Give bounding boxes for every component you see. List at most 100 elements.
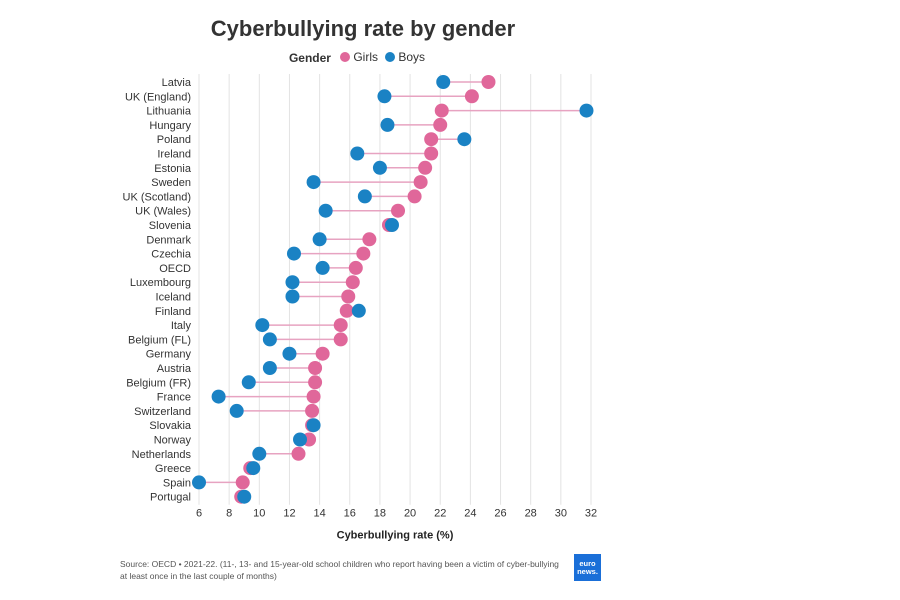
legend-item-girls[interactable]: Girls [340,50,378,64]
x-tick-label: 18 [374,508,386,520]
x-tick-label: 14 [313,508,325,520]
y-tick-label: Portugal [150,492,191,504]
y-tick-label: Ireland [157,149,191,161]
x-tick-label: 32 [585,508,597,520]
y-tick-label: UK (England) [125,91,191,103]
girls-point [348,260,363,275]
legend-title: Gender [288,51,331,65]
boys-point [384,218,399,232]
y-tick-label: UK (Scotland) [123,191,191,203]
x-tick-label: 6 [196,508,202,520]
euronews-logo: euro news. [574,554,601,581]
boys-point [241,375,256,390]
boys-point [380,117,395,132]
boys-point [237,489,252,504]
x-tick-label: 28 [525,508,537,520]
y-tick-label: Netherlands [132,449,192,461]
girls-point [333,318,348,333]
boys-point [285,289,300,304]
x-tick-label: 30 [555,508,567,520]
y-tick-label: Germany [146,349,192,361]
x-tick-label: 10 [253,508,265,520]
legend-boys-label: Boys [398,50,426,64]
y-tick-label: Greece [155,463,191,475]
girls-point [418,160,433,175]
girls-point [464,89,479,104]
legend-girls-marker [340,52,351,62]
girls-point [333,332,348,347]
y-tick-label: Denmark [146,234,191,246]
y-tick-label: Latvia [162,77,192,89]
boys-point [457,132,472,147]
boys-point [252,446,267,461]
girls-point [339,303,354,318]
y-tick-label: Belgium (FL) [128,334,191,346]
legend: Gender Girls Boys [0,50,716,65]
girls-point [341,289,356,304]
boys-point [211,389,226,404]
boys-point [192,475,206,490]
x-tick-label: 26 [494,508,506,520]
boys-point [350,146,365,161]
y-tick-label: Slovakia [149,420,191,432]
y-tick-label: Luxembourg [130,277,191,289]
girls-point [424,132,439,147]
y-tick-label: Finland [155,306,191,318]
y-tick-label: Spain [163,477,191,489]
boys-point [315,260,330,275]
boys-point [285,275,300,290]
boys-point [357,189,372,204]
y-tick-label: Czechia [151,249,192,261]
girls-point [481,75,496,89]
y-tick-label: OECD [159,263,191,275]
boys-point [246,461,261,476]
x-tick-label: 24 [464,508,476,520]
source-note: Source: OECD • 2021-22. (11-, 13- and 15… [120,559,559,581]
girls-point [308,361,323,375]
boys-point [262,332,277,347]
boys-point [293,432,308,447]
y-tick-label: Sweden [151,177,191,189]
girls-point [235,475,250,490]
girls-point [434,103,449,118]
boys-point [255,318,270,333]
boys-point [312,232,327,247]
girls-point [433,117,448,132]
boys-point [306,418,321,433]
boys-point [262,361,277,375]
y-tick-label: Estonia [154,163,192,175]
girls-point [345,275,360,290]
y-tick-label: Norway [154,435,192,447]
x-tick-label: 20 [404,508,416,520]
y-tick-label: Italy [171,320,192,332]
boys-point [436,75,451,89]
boys-point [286,246,301,261]
y-tick-label: UK (Wales) [135,206,191,218]
girls-point [305,403,320,418]
x-tick-label: 8 [226,508,232,520]
girls-point [308,375,323,390]
y-tick-label: Iceland [156,292,191,304]
legend-girls-label: Girls [353,50,378,64]
x-tick-label: 22 [434,508,446,520]
legend-item-boys[interactable]: Boys [385,50,425,64]
y-tick-label: Austria [157,363,192,375]
y-tick-label: Belgium (FR) [126,377,191,389]
x-tick-label: 12 [283,508,295,520]
chart-title: Cyberbullying rate by gender [210,16,516,41]
y-tick-label: Lithuania [146,106,192,118]
boys-point [318,203,333,218]
boys-point [579,103,594,118]
boys-point [282,346,297,361]
girls-point [391,203,406,218]
legend-boys-marker [385,52,396,62]
boys-point [351,303,366,318]
y-tick-label: Slovenia [149,220,192,232]
boys-point [229,403,244,418]
girls-point [356,246,371,261]
y-tick-label: France [157,392,191,404]
x-axis-label: Cyberbullying rate (%) [337,530,454,542]
x-tick-label: 16 [344,508,356,520]
y-tick-label: Switzerland [134,406,191,418]
